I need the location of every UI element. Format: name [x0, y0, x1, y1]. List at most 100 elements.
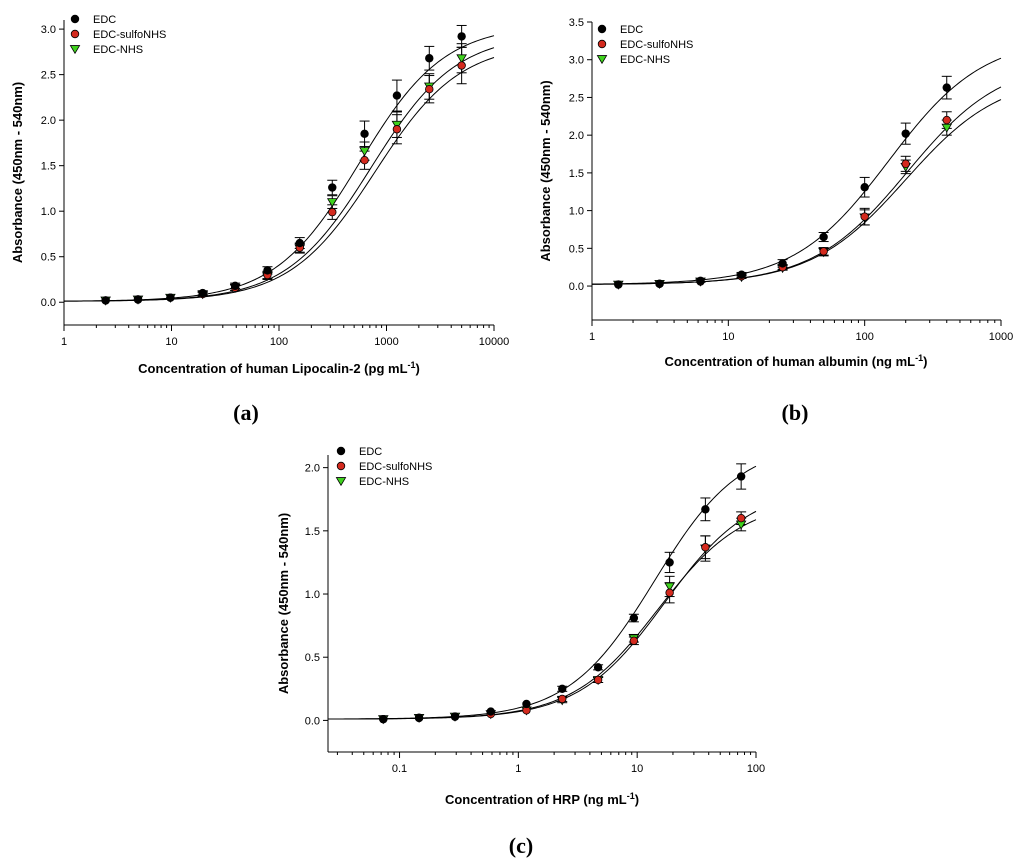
legend: EDC EDC-sulfoNHS EDC-NHS: [596, 24, 693, 66]
data-point-edc-sulfonhs: [558, 694, 567, 704]
y-tick-label: 1.0: [41, 206, 56, 218]
data-point-edc: [198, 288, 207, 298]
x-tick-label: 0.1: [392, 763, 407, 775]
chart-panel-3: 0.0 0.5 1.0 1.5 2.0 0.1 1 10 100 Concentration of…: [276, 446, 765, 858]
legend-marker-edc: [597, 24, 607, 34]
data-point-edc-sulfonhs: [860, 212, 869, 221]
data-point-edc: [655, 279, 664, 288]
x-tick-label: 10: [165, 336, 177, 348]
x-axis-label: Concentration of HRP (ng mL-1): [445, 791, 639, 807]
y-tick-label: 0.0: [41, 297, 56, 309]
legend-label: EDC-NHS: [359, 476, 409, 488]
data-point-edc: [696, 276, 705, 285]
data-point-edc-nhs: [359, 147, 370, 157]
legend: EDC EDC-sulfoNHS EDC-NHS: [335, 446, 432, 488]
x-axis-label-tail: ): [635, 792, 639, 807]
legend-label: EDC-NHS: [93, 44, 143, 56]
data-point-edc: [295, 238, 304, 248]
data-point-edc: [230, 281, 240, 291]
y-axis-label: Absorbance (450nm - 540nm): [538, 80, 553, 261]
data-point-edc: [457, 32, 466, 41]
y-tick-label: 2.0: [41, 115, 56, 127]
x-tick-label: 10: [722, 331, 734, 343]
data-point-edc: [486, 707, 495, 716]
fit-curve-edc: [591, 57, 1002, 285]
data-point-edc: [263, 266, 272, 275]
y-tick-label: 2.0: [305, 463, 320, 475]
data-point-edc: [593, 663, 603, 672]
legend-label: EDC: [359, 446, 382, 458]
legend-marker-edc-sulfonhs: [336, 461, 346, 471]
y-tick-label: 1.0: [569, 206, 584, 218]
y-tick-label: 3.5: [569, 17, 584, 29]
y-tick-label: 2.5: [569, 92, 584, 104]
y-tick-label: 0.5: [305, 652, 320, 664]
x-tick-label: 1: [589, 331, 595, 343]
x-tick-label: 1000: [989, 331, 1013, 343]
data-point-edc-sulfonhs: [629, 636, 639, 645]
fit-curve-edc-sulfonhs: [327, 510, 757, 720]
data-point-edc: [701, 505, 710, 514]
panel-label: (b): [782, 400, 809, 425]
data-point-edc: [379, 714, 388, 724]
panel-label: (c): [509, 833, 533, 858]
data-point-edc: [328, 183, 337, 192]
legend-label: EDC-sulfoNHS: [359, 461, 432, 473]
x-axis-label-superscript: -1: [408, 360, 416, 370]
y-tick-label: 1.5: [569, 168, 584, 180]
legend-label: EDC-NHS: [620, 54, 670, 66]
data-point-edc-sulfonhs: [392, 125, 402, 134]
y-tick-label: 1.5: [41, 161, 56, 173]
data-point-edc-sulfonhs: [701, 543, 710, 552]
data-point-edc-sulfonhs: [942, 115, 951, 125]
x-axis-label-tail: ): [416, 361, 420, 376]
legend-marker-edc: [336, 446, 346, 456]
y-axis-label: Absorbance (450nm - 540nm): [276, 513, 291, 694]
data-point-edc: [736, 472, 746, 481]
x-tick-label: 10000: [479, 336, 510, 348]
legend-marker-edc-nhs: [335, 477, 347, 487]
x-axis-label-tail: ): [923, 354, 927, 369]
x-axis-label: Concentration of human Lipocalin-2 (pg m…: [138, 360, 420, 376]
data-point-edc-sulfonhs: [360, 156, 369, 165]
data-point-edc: [901, 129, 910, 138]
data-point-edc: [450, 712, 460, 721]
data-point-edc-sulfonhs: [328, 207, 337, 217]
data-point-edc-sulfonhs: [425, 84, 434, 94]
x-tick-label: 1: [61, 336, 67, 348]
data-point-edc-sulfonhs: [593, 675, 603, 685]
y-tick-label: 0.5: [41, 252, 56, 264]
y-tick-label: 0.0: [305, 715, 320, 727]
data-point-edc-sulfonhs: [736, 513, 746, 523]
y-tick-label: 0.0: [569, 281, 584, 293]
legend-marker-edc-nhs: [596, 55, 608, 65]
data-point-edc: [665, 558, 674, 567]
y-tick-label: 2.0: [569, 130, 584, 142]
fit-curve-edc: [327, 465, 757, 720]
legend-marker-edc-nhs: [69, 45, 81, 55]
legend-marker-edc: [70, 14, 80, 24]
y-tick-label: 2.5: [41, 70, 56, 82]
legend-marker-edc-sulfonhs: [70, 29, 80, 39]
x-axis-label-superscript: -1: [915, 353, 923, 363]
fit-curve-edc-nhs: [591, 99, 1002, 285]
y-tick-label: 3.0: [569, 55, 584, 67]
legend-label: EDC: [620, 24, 643, 36]
x-tick-label: 100: [270, 336, 288, 348]
legend-label: EDC: [93, 14, 116, 26]
data-point-edc: [942, 83, 951, 92]
data-point-edc: [737, 270, 746, 279]
x-axis-label-superscript: -1: [627, 791, 635, 801]
chart-panel-2: 0.0 0.5 1.0 1.5 2.0 2.5 3.0 3.5 1 10 100 1000 Concen…: [538, 17, 1013, 425]
data-point-edc: [614, 280, 623, 289]
y-tick-label: 3.0: [41, 24, 56, 36]
data-point-edc: [860, 183, 869, 192]
x-tick-label: 100: [747, 763, 765, 775]
fit-curve-edc-sulfonhs: [591, 86, 1002, 285]
data-point-edc-sulfonhs: [819, 247, 828, 256]
data-point-edc: [778, 259, 787, 268]
data-point-edc-sulfonhs: [901, 159, 910, 169]
data-point-edc-nhs: [456, 54, 467, 64]
data-point-edc-sulfonhs: [457, 61, 466, 70]
